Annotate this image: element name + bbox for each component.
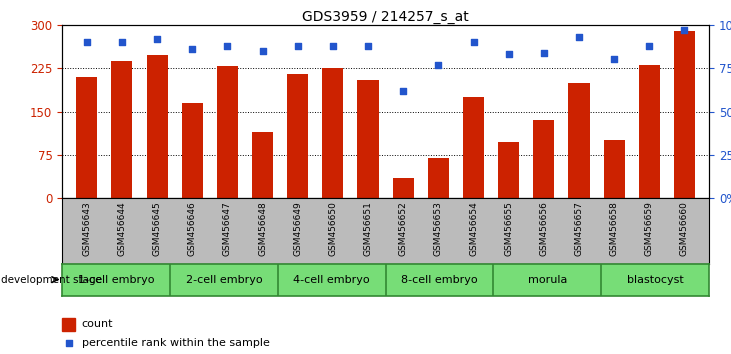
Text: GSM456648: GSM456648: [258, 201, 267, 256]
Text: GSM456644: GSM456644: [118, 201, 126, 256]
Text: GSM456657: GSM456657: [575, 201, 583, 256]
Bar: [534, 120, 554, 198]
Point: [116, 39, 128, 45]
Bar: [604, 141, 625, 198]
Text: GSM456653: GSM456653: [433, 201, 443, 256]
Point: [468, 39, 480, 45]
Bar: [182, 103, 202, 198]
Text: GSM456659: GSM456659: [645, 201, 654, 256]
Text: GSM456645: GSM456645: [153, 201, 162, 256]
Point: [433, 62, 444, 68]
Point: [608, 57, 620, 62]
Text: 1-cell embryo: 1-cell embryo: [77, 275, 154, 285]
Point: [221, 43, 233, 48]
Bar: [639, 65, 660, 198]
Point: [362, 43, 374, 48]
Title: GDS3959 / 214257_s_at: GDS3959 / 214257_s_at: [302, 10, 469, 24]
Text: GSM456643: GSM456643: [83, 201, 91, 256]
Text: 8-cell embryo: 8-cell embryo: [401, 275, 478, 285]
Text: blastocyst: blastocyst: [626, 275, 683, 285]
Text: GSM456652: GSM456652: [398, 201, 408, 256]
Text: count: count: [82, 319, 113, 329]
Bar: [428, 158, 449, 198]
Text: GSM456655: GSM456655: [504, 201, 513, 256]
Bar: [463, 97, 484, 198]
Point: [151, 36, 163, 41]
Bar: [252, 132, 273, 198]
Text: GSM456650: GSM456650: [328, 201, 338, 256]
Bar: [357, 80, 379, 198]
Text: morula: morula: [528, 275, 567, 285]
Text: GSM456651: GSM456651: [363, 201, 373, 256]
Text: GSM456658: GSM456658: [610, 201, 618, 256]
Bar: [322, 68, 344, 198]
Bar: [674, 30, 695, 198]
Bar: [498, 142, 519, 198]
Point: [398, 88, 409, 93]
Text: GSM456660: GSM456660: [680, 201, 689, 256]
Text: percentile rank within the sample: percentile rank within the sample: [82, 338, 270, 348]
Bar: [217, 67, 238, 198]
Point: [257, 48, 268, 53]
Bar: [287, 74, 308, 198]
Bar: [569, 82, 589, 198]
Point: [327, 43, 338, 48]
Text: GSM456646: GSM456646: [188, 201, 197, 256]
Text: 4-cell embryo: 4-cell embryo: [293, 275, 370, 285]
Bar: [111, 61, 132, 198]
Point: [63, 340, 75, 346]
Point: [678, 27, 690, 33]
Text: GSM456654: GSM456654: [469, 201, 478, 256]
Point: [538, 50, 550, 55]
Point: [573, 34, 585, 40]
Point: [292, 43, 303, 48]
Point: [81, 39, 93, 45]
Bar: [62, 318, 75, 331]
Text: GSM456649: GSM456649: [293, 201, 302, 256]
Text: development stage: development stage: [1, 275, 102, 285]
Point: [643, 43, 655, 48]
Bar: [146, 55, 167, 198]
Point: [503, 51, 515, 57]
Bar: [76, 77, 97, 198]
Text: GSM456647: GSM456647: [223, 201, 232, 256]
Bar: [393, 178, 414, 198]
Point: [186, 46, 198, 52]
Text: 2-cell embryo: 2-cell embryo: [186, 275, 262, 285]
Text: GSM456656: GSM456656: [539, 201, 548, 256]
